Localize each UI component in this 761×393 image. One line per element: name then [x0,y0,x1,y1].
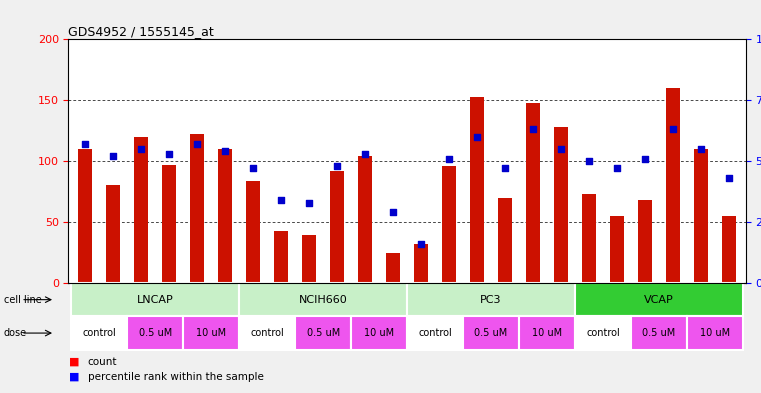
Point [135,146,148,152]
Point [611,165,623,172]
Bar [295,316,351,350]
Point [331,163,343,169]
Point [275,197,288,203]
Text: ■: ■ [68,357,79,367]
Bar [386,252,400,283]
Text: control: control [586,328,620,338]
Point [219,148,231,154]
Point [163,151,175,157]
Text: PC3: PC3 [480,295,501,305]
Text: 0.5 uM: 0.5 uM [139,328,172,338]
Point [387,209,400,215]
Bar [247,181,260,283]
Bar [78,149,92,283]
Bar [351,316,407,350]
Text: 10 uM: 10 uM [364,328,394,338]
Bar [330,171,344,283]
Point [639,156,651,162]
Bar [638,200,652,283]
Text: GDS4952 / 1555145_at: GDS4952 / 1555145_at [68,25,215,38]
Bar [631,316,687,350]
Text: dose: dose [4,328,27,338]
Text: LNCAP: LNCAP [137,295,174,305]
Bar [68,283,746,393]
Point [443,156,455,162]
Bar [407,283,575,316]
Bar [610,216,624,283]
Bar [239,283,407,316]
Bar [72,316,127,350]
Point [471,134,483,140]
Bar [107,185,120,283]
Bar [162,165,177,283]
Text: count: count [88,357,117,367]
Bar [666,88,680,283]
Text: ■: ■ [68,371,79,382]
Point [303,199,315,206]
Bar [72,283,239,316]
Bar [687,316,743,350]
Text: VCAP: VCAP [644,295,674,305]
Bar [470,97,484,283]
Bar [218,149,232,283]
Bar [414,244,428,283]
Bar [575,283,743,316]
Bar [274,231,288,283]
Bar [190,134,204,283]
Point [527,126,539,132]
Text: 10 uM: 10 uM [532,328,562,338]
Text: percentile rank within the sample: percentile rank within the sample [88,371,263,382]
Point [191,141,203,147]
Bar [183,316,239,350]
Text: control: control [82,328,116,338]
Bar [575,316,631,350]
Bar [358,156,372,283]
Bar [302,235,316,283]
Text: control: control [250,328,284,338]
Bar [407,316,463,350]
Point [723,175,735,181]
Bar [442,166,456,283]
Text: control: control [419,328,452,338]
Bar [694,149,708,283]
Bar [554,127,568,283]
Bar [498,198,512,283]
Text: NCIH660: NCIH660 [299,295,348,305]
Text: 10 uM: 10 uM [700,328,730,338]
Point [247,165,260,172]
Text: cell line: cell line [4,295,42,305]
Bar [134,137,148,283]
Text: 0.5 uM: 0.5 uM [642,328,676,338]
Point [359,151,371,157]
Point [107,153,119,160]
Bar [463,316,519,350]
Point [555,146,567,152]
Bar [239,316,295,350]
Point [499,165,511,172]
Bar [519,316,575,350]
Bar [127,316,183,350]
Text: 0.5 uM: 0.5 uM [474,328,508,338]
Point [583,158,595,164]
Bar [582,194,596,283]
Bar [526,103,540,283]
Point [415,241,427,247]
Text: 10 uM: 10 uM [196,328,226,338]
Text: 0.5 uM: 0.5 uM [307,328,340,338]
Bar [722,216,736,283]
Point [79,141,91,147]
Point [695,146,707,152]
Point [667,126,679,132]
